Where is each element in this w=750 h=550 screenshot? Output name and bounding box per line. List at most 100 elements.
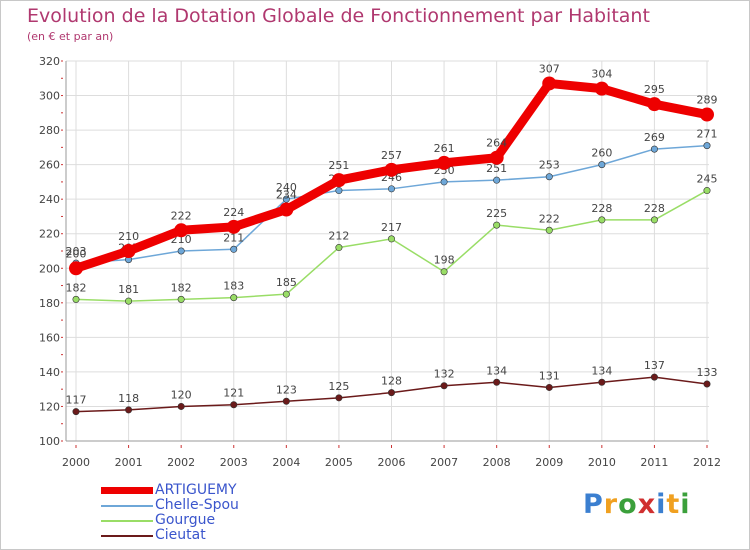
data-point-cieutat — [335, 394, 343, 402]
data-point-gourgue — [335, 244, 343, 252]
data-label-gourgue: 198 — [434, 254, 455, 267]
data-point-gourgue — [703, 187, 711, 195]
y-tick-label: 200 — [39, 262, 60, 275]
data-label-gourgue: 181 — [118, 283, 139, 296]
legend-label-chelle-spou: Chelle-Spou — [155, 497, 239, 513]
data-label-chelle-spou: 253 — [539, 159, 560, 172]
legend-item-chelle-spou: Chelle-Spou — [101, 498, 239, 513]
data-label-cieutat: 125 — [328, 380, 349, 393]
data-label-gourgue: 185 — [276, 276, 297, 289]
x-tick-label: 2007 — [430, 456, 458, 469]
data-label-cieutat: 134 — [591, 364, 612, 377]
y-tick-label: 300 — [39, 90, 60, 103]
data-point-chelle-spou — [387, 185, 395, 193]
data-label-artiguemy: 295 — [644, 83, 665, 96]
legend-swatch-chelle-spou — [101, 504, 153, 507]
data-point-cieutat — [545, 383, 553, 391]
x-tick-label: 2008 — [483, 456, 511, 469]
x-tick-label: 2000 — [62, 456, 90, 469]
y-tick-label: 240 — [39, 193, 60, 206]
logo-letter: i — [656, 489, 667, 520]
data-label-gourgue: 182 — [66, 281, 87, 294]
data-point-artiguemy — [226, 219, 241, 234]
logo-letter: t — [666, 489, 681, 520]
data-point-chelle-spou — [177, 247, 185, 255]
x-tick-label: 2012 — [693, 456, 721, 469]
data-label-chelle-spou: 260 — [591, 147, 612, 160]
chart-title: Evolution de la Dotation Globale de Fonc… — [27, 5, 650, 27]
logo-letter: o — [618, 489, 638, 520]
data-label-artiguemy: 251 — [328, 159, 349, 172]
legend-swatch-gourgue — [101, 519, 153, 522]
x-tick-label: 2001 — [115, 456, 143, 469]
data-label-artiguemy: 261 — [434, 142, 455, 155]
data-point-cieutat — [493, 378, 501, 386]
data-point-gourgue — [493, 221, 501, 229]
proxiti-logo: Proxiti — [583, 489, 691, 520]
legend-label-cieutat: Cieutat — [155, 527, 206, 543]
data-label-artiguemy: 234 — [276, 189, 297, 202]
data-point-gourgue — [440, 268, 448, 276]
data-label-chelle-spou: 271 — [697, 128, 718, 141]
data-point-cieutat — [230, 401, 238, 409]
data-label-gourgue: 228 — [644, 202, 665, 215]
data-point-artiguemy — [279, 202, 294, 217]
logo-letter: P — [583, 489, 604, 520]
data-label-gourgue: 217 — [381, 221, 402, 234]
data-label-chelle-spou: 269 — [644, 131, 665, 144]
data-point-cieutat — [598, 378, 606, 386]
data-label-artiguemy: 222 — [171, 209, 192, 222]
x-tick-label: 2005 — [325, 456, 353, 469]
data-point-gourgue — [387, 235, 395, 243]
y-tick-label: 100 — [39, 435, 60, 448]
data-point-cieutat — [177, 402, 185, 410]
legend-swatch-artiguemy — [101, 487, 153, 494]
y-tick-label: 280 — [39, 124, 60, 137]
data-label-artiguemy: 200 — [66, 247, 87, 260]
data-label-artiguemy: 224 — [223, 206, 244, 219]
data-point-cieutat — [387, 389, 395, 397]
logo-letter: x — [637, 489, 657, 520]
x-tick-label: 2003 — [220, 456, 248, 469]
data-label-cieutat: 133 — [697, 366, 718, 379]
y-tick-label: 180 — [39, 297, 60, 310]
data-point-gourgue — [230, 294, 238, 302]
data-label-gourgue: 182 — [171, 281, 192, 294]
data-label-artiguemy: 257 — [381, 149, 402, 162]
y-tick-label: 160 — [39, 331, 60, 344]
data-point-artiguemy — [69, 261, 83, 276]
data-label-gourgue: 222 — [539, 212, 560, 225]
data-point-gourgue — [282, 290, 290, 298]
y-tick-label: 120 — [39, 400, 60, 413]
legend-label-gourgue: Gourgue — [155, 512, 216, 528]
data-label-artiguemy: 307 — [539, 62, 560, 75]
data-point-chelle-spou — [703, 142, 711, 150]
x-tick-label: 2006 — [378, 456, 406, 469]
x-tick-label: 2011 — [640, 456, 668, 469]
data-point-chelle-spou — [282, 195, 290, 203]
data-point-artiguemy — [542, 76, 557, 91]
data-point-artiguemy — [384, 162, 399, 177]
data-label-chelle-spou: 211 — [223, 231, 244, 244]
data-label-cieutat: 117 — [66, 394, 87, 407]
data-point-gourgue — [125, 297, 133, 305]
data-label-chelle-spou: 240 — [276, 181, 297, 194]
data-label-gourgue: 228 — [591, 202, 612, 215]
data-point-artiguemy — [647, 97, 662, 112]
legend-item-cieutat: Cieutat — [101, 528, 239, 543]
data-point-cieutat — [125, 406, 133, 414]
data-label-cieutat: 128 — [381, 375, 402, 388]
data-label-cieutat: 121 — [223, 387, 244, 400]
data-point-cieutat — [282, 397, 290, 405]
data-label-gourgue: 225 — [486, 207, 507, 220]
x-tick-label: 2010 — [588, 456, 616, 469]
data-point-artiguemy — [174, 223, 189, 238]
data-point-gourgue — [545, 226, 553, 234]
data-label-gourgue: 212 — [328, 230, 349, 243]
logo-letter: i — [680, 489, 691, 520]
data-point-chelle-spou — [440, 178, 448, 186]
x-tick-label: 2004 — [272, 456, 300, 469]
logo-letter: r — [603, 489, 619, 520]
